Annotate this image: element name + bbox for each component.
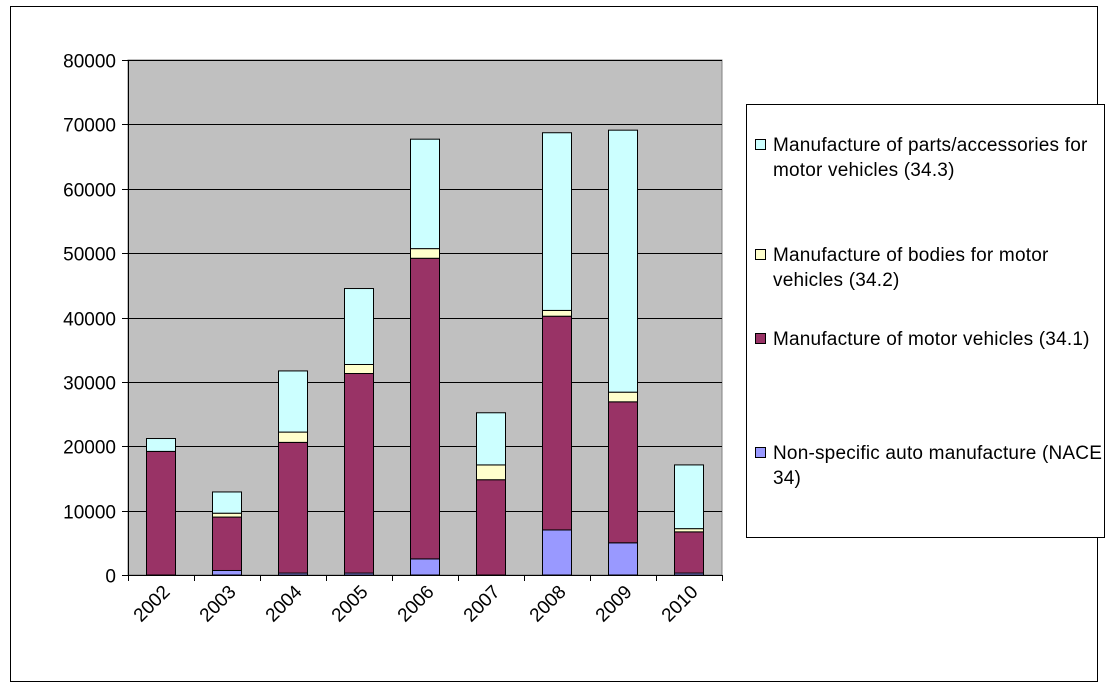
bars bbox=[146, 129, 704, 576]
x-tick-label-2007: 2007 bbox=[460, 582, 505, 627]
bar-segment-2006-series-4 bbox=[410, 138, 440, 250]
bar-segment-2003-series-1 bbox=[212, 569, 242, 576]
bar-segment-2010-series-4 bbox=[674, 464, 704, 530]
legend: Manufacture of parts/accessories for mot… bbox=[746, 104, 1105, 538]
bar-segment-2004-series-2 bbox=[278, 441, 308, 574]
y-tick-label: 0 bbox=[105, 567, 116, 588]
bar-segment-2006-series-2 bbox=[410, 257, 440, 560]
bar-segment-2010-series-2 bbox=[674, 531, 704, 574]
legend-label-parts: Manufacture of parts/accessories for mot… bbox=[773, 135, 1088, 181]
bar-segment-2003-series-2 bbox=[212, 516, 242, 571]
bar-segment-2009-series-1 bbox=[608, 542, 638, 576]
x-tick-label-2006: 2006 bbox=[394, 582, 439, 627]
bar-segment-2008-series-1 bbox=[542, 529, 572, 576]
x-tick-label-2005: 2005 bbox=[328, 582, 373, 627]
bar-segment-2008-series-3 bbox=[542, 309, 572, 317]
legend-label-non-specific: Non-specific auto manufacture (NACE 34) bbox=[773, 443, 1103, 489]
legend-swatch-motor-vehicles bbox=[755, 333, 766, 344]
bar-segment-2006-series-1 bbox=[410, 558, 440, 576]
bar-segment-2003-series-4 bbox=[212, 491, 242, 514]
bar-segment-2005-series-3 bbox=[344, 363, 374, 375]
y-tick-label: 40000 bbox=[63, 310, 116, 331]
bar-segment-2008-series-2 bbox=[542, 315, 572, 531]
axes bbox=[122, 60, 723, 581]
x-tick-label-2009: 2009 bbox=[592, 582, 637, 627]
bar-segment-2002-series-4 bbox=[146, 438, 176, 452]
x-tick-label-2010: 2010 bbox=[658, 582, 703, 627]
y-tick-label: 60000 bbox=[63, 181, 116, 202]
bar-segment-2003-series-3 bbox=[212, 512, 242, 518]
bar-segment-2006-series-3 bbox=[410, 248, 440, 259]
bar-segment-2002-series-2 bbox=[146, 450, 176, 576]
bar-segment-2007-series-4 bbox=[476, 412, 506, 466]
bar-segment-2008-series-4 bbox=[542, 132, 572, 311]
bar-segment-2004-series-3 bbox=[278, 431, 308, 443]
y-tick-label: 30000 bbox=[63, 374, 116, 395]
legend-label-bodies: Manufacture of bodies for motor vehicles… bbox=[773, 245, 1049, 291]
x-tick-label-2008: 2008 bbox=[526, 582, 571, 627]
y-tick-label: 80000 bbox=[63, 52, 116, 73]
bar-segment-2009-series-3 bbox=[608, 391, 638, 403]
x-tick-label-2002: 2002 bbox=[130, 582, 175, 627]
y-tick-label: 70000 bbox=[63, 116, 116, 137]
bar-segment-2004-series-4 bbox=[278, 370, 308, 433]
legend-label-motor-vehicles: Manufacture of motor vehicles (34.1) bbox=[773, 329, 1090, 350]
bar-segment-2009-series-2 bbox=[608, 401, 638, 544]
y-tick-label: 50000 bbox=[63, 245, 116, 266]
bar-segment-2007-series-3 bbox=[476, 464, 506, 481]
y-tick-label: 10000 bbox=[63, 503, 116, 524]
legend-swatch-non-specific bbox=[755, 447, 766, 458]
legend-swatch-parts bbox=[755, 139, 766, 150]
x-tick-label-2004: 2004 bbox=[262, 581, 307, 626]
bar-segment-2005-series-4 bbox=[344, 288, 374, 365]
bar-segment-2009-series-4 bbox=[608, 129, 638, 393]
y-tick-label: 20000 bbox=[63, 438, 116, 459]
bar-segment-2005-series-2 bbox=[344, 373, 374, 574]
bar-segment-2007-series-2 bbox=[476, 479, 506, 576]
x-tick-label-2003: 2003 bbox=[196, 582, 241, 627]
legend-swatch-bodies bbox=[755, 249, 766, 260]
